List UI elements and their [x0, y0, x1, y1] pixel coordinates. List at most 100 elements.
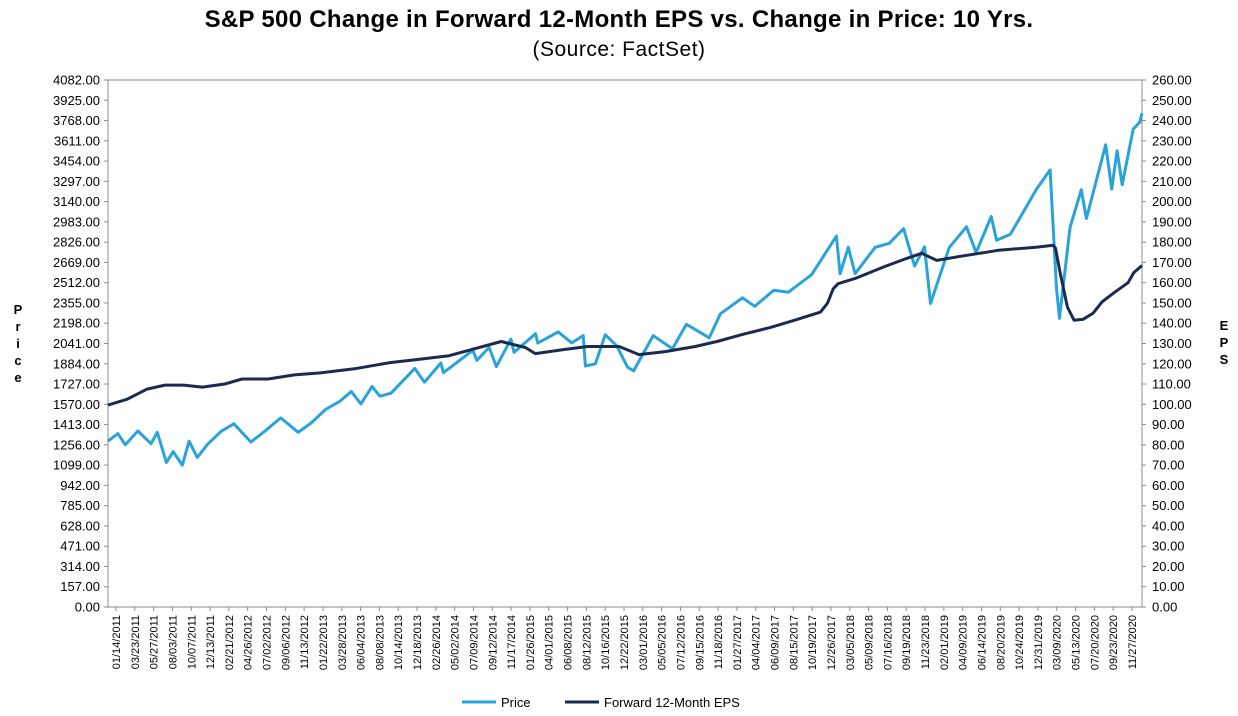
- series-line-forward-eps: [107, 243, 1143, 407]
- axes-group: 4082.00 3925.00 3768.00 3611.00 3454.00 3297.…: [14, 73, 1229, 671]
- y-right-tick-label: 180.00: [1152, 235, 1192, 250]
- x-tick-label: 04/04/2017: [751, 615, 763, 670]
- legend: Price Forward 12-Month EPS: [462, 695, 740, 710]
- y-axis-label-left-char: P: [14, 302, 23, 317]
- y-left-tick-label: 628.00: [60, 518, 100, 533]
- y-axis-label-left-char: i: [16, 336, 20, 351]
- x-tick-label: 05/27/2011: [149, 615, 161, 669]
- series-group: [107, 112, 1144, 467]
- y-right-tick-label: 230.00: [1152, 133, 1192, 148]
- y-right-tick-label: 260.00: [1152, 73, 1192, 88]
- y-left-tick-label: 2669.00: [53, 255, 100, 270]
- legend-label-forward-eps: Forward 12-Month EPS: [604, 695, 740, 710]
- y-right-tick-label: 170.00: [1152, 255, 1192, 270]
- series-line-price: [107, 112, 1144, 467]
- x-tick-label: 09/23/2020: [1108, 615, 1120, 670]
- y-right-tick-label: 150.00: [1152, 295, 1192, 310]
- y-axis-label-left: Price: [14, 302, 23, 385]
- y-right-tick-label: 100.00: [1152, 397, 1192, 412]
- y-left-tick-label: 2512.00: [53, 275, 100, 290]
- y-left-tick-label: 2826.00: [53, 235, 100, 250]
- x-tick-label: 04/01/2015: [544, 615, 556, 670]
- y-right-tick-label: 200.00: [1152, 194, 1192, 209]
- y-left-tick-label: 3140.00: [53, 194, 100, 209]
- y-axis-label-right-char: S: [1220, 352, 1229, 367]
- x-tick-label: 07/16/2018: [882, 615, 894, 670]
- y-left-tick-label: 1570.00: [53, 397, 100, 412]
- x-tick-label: 03/05/2018: [845, 615, 857, 670]
- y-left-tick-label: 1884.00: [53, 356, 100, 371]
- x-tick-label: 01/22/2013: [318, 615, 330, 670]
- y-right-tick-label: 80.00: [1152, 437, 1185, 452]
- y-left-tick-label: 3925.00: [53, 93, 100, 108]
- y-left-tick-label: 1727.00: [53, 377, 100, 392]
- y-right-tick-label: 110.00: [1152, 377, 1191, 392]
- y-left-tick-label: 785.00: [60, 498, 100, 513]
- y-axis-label-right-char: P: [1220, 335, 1229, 350]
- x-tick-label: 05/13/2020: [1071, 615, 1083, 670]
- y-left-tick-label: 1413.00: [53, 417, 100, 432]
- x-tick-label: 07/20/2020: [1089, 615, 1101, 670]
- x-tick-label: 08/15/2017: [788, 615, 800, 670]
- y-axis-label-left-char: r: [15, 319, 20, 334]
- x-tick-label: 05/09/2018: [864, 615, 876, 670]
- x-tick-label: 02/26/2014: [431, 615, 443, 670]
- x-tick-label: 01/14/2011: [111, 615, 123, 669]
- x-tick-label: 11/17/2014: [506, 615, 518, 669]
- x-tick-label: 03/28/2013: [337, 615, 349, 670]
- x-tick-label: 05/05/2016: [657, 615, 669, 670]
- y-axis-label-left-char: e: [14, 370, 21, 385]
- y-axis-label-right-char: E: [1220, 318, 1229, 333]
- x-tick-label: 02/21/2012: [224, 615, 236, 670]
- y-left-tick-label: 2041.00: [53, 336, 100, 351]
- x-tick-label: 12/31/2019: [1033, 615, 1045, 670]
- x-tick-label: 12/26/2017: [826, 615, 838, 670]
- y-left-tick-label: 2983.00: [53, 214, 100, 229]
- x-tick-label: 08/20/2019: [995, 615, 1007, 670]
- y-right-tick-label: 220.00: [1152, 154, 1192, 169]
- x-tick-label: 07/09/2014: [468, 615, 480, 670]
- y-right-tick-label: 190.00: [1152, 214, 1192, 229]
- x-tick-label: 05/02/2014: [450, 615, 462, 670]
- x-tick-label: 06/09/2017: [770, 615, 782, 670]
- y-left-tick-label: 471.00: [60, 539, 100, 554]
- y-right-tick-label: 250.00: [1152, 93, 1192, 108]
- x-tick-label: 09/15/2016: [694, 615, 706, 670]
- x-tick-label: 11/13/2012: [299, 615, 311, 669]
- x-tick-label: 07/12/2016: [675, 615, 687, 670]
- x-tick-label: 10/14/2013: [393, 615, 405, 670]
- y-left-tick-label: 3297.00: [53, 174, 100, 189]
- x-tick-label: 06/08/2015: [563, 615, 575, 670]
- x-tick-label: 04/09/2019: [958, 615, 970, 670]
- x-tick-label: 03/23/2011: [130, 615, 142, 669]
- chart-title: S&P 500 Change in Forward 12-Month EPS v…: [204, 6, 1034, 33]
- y-right-tick-label: 90.00: [1152, 417, 1185, 432]
- y-left-tick-label: 3611.00: [54, 133, 100, 148]
- x-tick-label: 09/06/2012: [280, 615, 292, 670]
- x-tick-label: 03/09/2020: [1052, 615, 1064, 670]
- x-tick-label: 01/26/2015: [525, 615, 537, 670]
- x-tick-label: 10/16/2015: [600, 615, 612, 670]
- y-left-tick-label: 2198.00: [53, 316, 100, 331]
- y-left-tick-label: 4082.00: [53, 73, 100, 88]
- y-left-tick-label: 2355.00: [53, 295, 100, 310]
- x-tick-label: 10/07/2011: [186, 615, 198, 669]
- x-tick-label: 10/24/2019: [1014, 615, 1026, 670]
- x-tick-label: 04/26/2012: [243, 615, 255, 670]
- y-left-tick-label: 1256.00: [53, 437, 100, 452]
- y-right-tick-label: 160.00: [1152, 275, 1192, 290]
- y-left-tick-label: 3454.00: [53, 154, 100, 169]
- x-tick-label: 12/18/2013: [412, 615, 424, 670]
- x-tick-label: 09/12/2014: [487, 615, 499, 670]
- x-tick-label: 11/23/2018: [920, 615, 932, 669]
- y-left-tick-label: 157.00: [60, 579, 100, 594]
- y-axis-label-right: EPS: [1220, 318, 1229, 367]
- y-right-tick-label: 130.00: [1152, 336, 1192, 351]
- x-tick-label: 11/27/2020: [1127, 615, 1139, 669]
- x-tick-label: 10/19/2017: [807, 615, 819, 670]
- y-left-tick-label: 3768.00: [53, 113, 100, 128]
- y-right-tick-label: 50.00: [1152, 498, 1185, 513]
- y-right-tick-label: 140.00: [1152, 316, 1192, 331]
- x-tick-label: 02/01/2019: [939, 615, 951, 670]
- y-left-tick-label: 1099.00: [53, 458, 100, 473]
